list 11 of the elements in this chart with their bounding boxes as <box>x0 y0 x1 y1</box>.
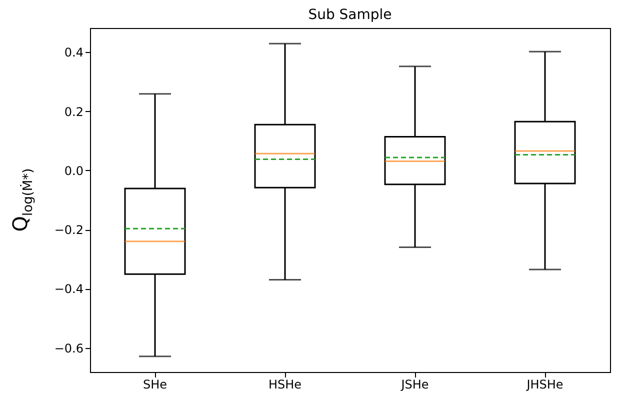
y-tick-label: 0.2 <box>64 104 84 119</box>
y-tick-label: 0.4 <box>64 46 84 60</box>
y-tick-label: 0.0 <box>64 164 84 178</box>
x-tick-label: JSHe <box>400 378 429 392</box>
x-tick-label: SHe <box>142 378 168 392</box>
y-tick-label: −0.2 <box>54 223 84 238</box>
y-tick-label: −0.4 <box>54 282 84 296</box>
chart-title: Sub Sample <box>308 7 392 23</box>
y-tick-label: −0.6 <box>54 341 84 356</box>
x-tick-label: JHSHe <box>526 378 564 392</box>
x-tick-label: HSHe <box>268 378 302 392</box>
